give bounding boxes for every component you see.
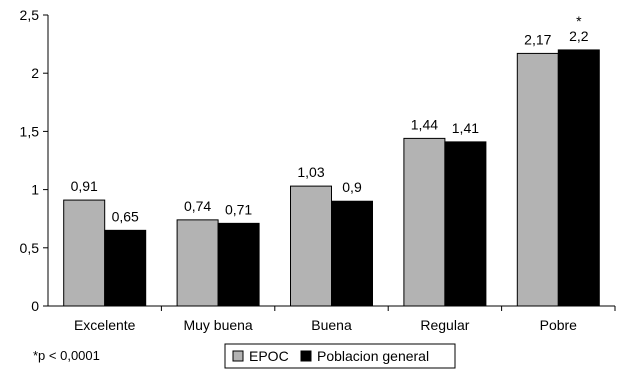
bar-poblacion-general — [331, 200, 373, 307]
y-tick-label: 0,5 — [20, 240, 40, 256]
bar-epoc — [176, 219, 219, 307]
data-label: 1,41 — [452, 120, 479, 136]
chart-bars — [63, 49, 600, 307]
bar-poblacion-general — [557, 49, 600, 307]
bar-poblacion-general — [217, 222, 260, 307]
significance-marker: * — [576, 13, 582, 29]
legend-swatch — [300, 350, 312, 362]
data-label: 1,44 — [411, 116, 438, 132]
y-tick-label: 1 — [31, 182, 39, 198]
legend-label: EPOC — [249, 348, 289, 364]
x-tick-label: Regular — [420, 317, 469, 333]
data-label: 0,9 — [342, 179, 362, 195]
data-label: 1,03 — [297, 164, 324, 180]
bar-poblacion-general — [444, 141, 487, 307]
bar-epoc — [403, 137, 446, 307]
bar-epoc — [63, 199, 106, 307]
bar-poblacion-general — [104, 229, 147, 307]
data-label: 0,74 — [184, 198, 211, 214]
data-label: 0,65 — [112, 208, 139, 224]
y-tick-label: 1,5 — [20, 123, 40, 139]
legend-box — [224, 343, 456, 369]
data-label: 2,17 — [524, 31, 551, 47]
data-label: 2,2 — [569, 28, 589, 44]
chart-axes: 0 0,5 1 1,5 2 2,5 Excelente Muy buena Buena Regul… — [20, 7, 616, 333]
chart-legend: EPOC Poblacion general — [224, 343, 456, 369]
x-tick-label: Buena — [311, 317, 352, 333]
data-label: 0,71 — [225, 201, 252, 217]
data-label: 0,91 — [71, 178, 98, 194]
y-tick-label: 0 — [31, 298, 39, 314]
x-tick-label: Muy buena — [183, 317, 252, 333]
y-tick-label: 2 — [31, 65, 39, 81]
bar-epoc — [290, 185, 332, 307]
y-tick-label: 2,5 — [20, 7, 40, 23]
legend-swatch — [232, 350, 244, 362]
x-tick-label: Excelente — [74, 317, 136, 333]
bar-epoc — [516, 52, 559, 307]
footnote: *p < 0,0001 — [33, 348, 100, 363]
x-tick-label: Pobre — [540, 317, 578, 333]
legend-label: Poblacion general — [317, 348, 429, 364]
chart-data-labels: 0,91 0,65 0,74 0,71 1,03 0,9 1,44 1,41 2,17 2,2* — [71, 13, 589, 224]
